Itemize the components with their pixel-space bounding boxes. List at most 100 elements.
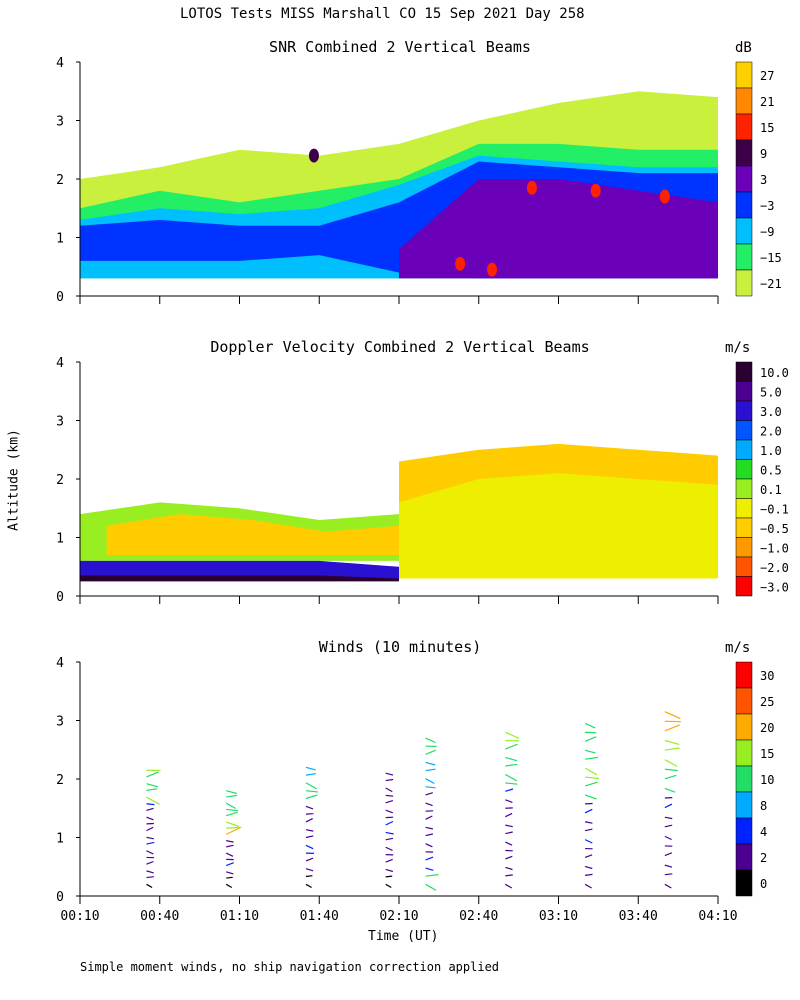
winds-units-label: m/s	[725, 640, 751, 656]
winds-cbar-label-7: 2	[760, 851, 767, 865]
winds-barb-7-2	[664, 864, 673, 868]
winds-barb-0-8	[146, 826, 154, 832]
winds-cbar-swatch-8	[735, 869, 753, 897]
winds-barb-5-7	[505, 824, 513, 828]
winds-barb-1-14	[226, 794, 238, 798]
snr-cbar-label-8: −21	[760, 277, 782, 291]
doppler-units-label: m/s	[725, 340, 751, 356]
doppler-cbar-label-0: 10.0	[760, 366, 789, 380]
winds-barb-7-13	[664, 759, 678, 767]
winds-barb-4-6	[425, 833, 434, 837]
winds-barb-6-11	[584, 781, 598, 787]
winds-barb-1-5	[225, 852, 234, 857]
winds-cbar-label-6: 4	[760, 825, 767, 839]
winds-barb-6-5	[584, 839, 593, 844]
snr-layer-4	[399, 179, 718, 279]
winds-barb-4-8	[425, 815, 433, 820]
winds-barb-3-1	[385, 875, 393, 878]
winds-cbar-swatch-2	[735, 713, 753, 741]
snr-hotspot-1	[526, 180, 537, 195]
winds-xtick-label-8: 04:10	[698, 909, 737, 924]
winds-barb-4-16	[425, 749, 437, 755]
winds-barb-6-0	[584, 883, 592, 889]
winds-barb-5-5	[505, 841, 513, 846]
winds-ytick-label-4: 4	[56, 656, 64, 671]
doppler-cbar-swatch-8	[735, 517, 753, 538]
doppler-panel-title: Doppler Velocity Combined 2 Vertical Bea…	[210, 338, 590, 356]
snr-hotspot-0	[455, 256, 466, 271]
doppler-cbar-label-9: −1.0	[760, 541, 789, 555]
doppler-cbar-swatch-2	[735, 400, 753, 421]
snr-panel-title: SNR Combined 2 Vertical Beams	[269, 38, 531, 56]
snr-ytick-label-4: 4	[56, 56, 64, 71]
doppler-ytick-label-3: 3	[56, 415, 64, 430]
doppler-cbar-swatch-7	[735, 498, 753, 519]
winds-barb-6-8	[584, 808, 593, 814]
doppler-cbar-label-6: 0.1	[760, 483, 782, 497]
winds-barb-5-2	[505, 866, 513, 871]
winds-barb-7-7	[664, 816, 673, 820]
winds-cbar-label-2: 20	[760, 721, 774, 735]
winds-cbar-label-8: 0	[760, 877, 767, 891]
winds-barb-1-8	[225, 826, 241, 835]
winds-xtick-label-1: 00:40	[140, 909, 179, 924]
winds-barb-5-0	[505, 883, 513, 889]
winds-barb-7-6	[664, 824, 673, 828]
x-axis-label: Time (UT)	[368, 929, 439, 944]
doppler-cbar-swatch-10	[735, 556, 753, 577]
winds-profile-7	[664, 711, 681, 889]
snr-hotspot-5	[308, 148, 319, 163]
winds-barb-7-10	[664, 787, 676, 793]
winds-cbar-label-1: 25	[760, 695, 774, 709]
doppler-cbar-swatch-1	[735, 381, 753, 402]
winds-barb-0-6	[146, 841, 155, 845]
winds-barb-2-11	[305, 794, 318, 800]
winds-barb-2-15	[305, 766, 316, 771]
snr-cbar-swatch-7	[735, 243, 753, 271]
winds-barb-0-0	[146, 883, 153, 889]
winds-barb-2-10	[305, 805, 314, 810]
winds-profile-5	[505, 731, 520, 889]
winds-barb-3-7	[385, 831, 394, 835]
winds-barb-7-3	[664, 852, 673, 857]
winds-barb-1-12	[226, 808, 239, 812]
winds-barb-5-10	[505, 799, 513, 803]
winds-barb-7-8	[664, 803, 673, 809]
winds-barb-5-6	[505, 831, 513, 835]
winds-barb-7-14	[664, 747, 680, 751]
winds-barb-0-13	[146, 796, 160, 805]
winds-profile-2	[305, 766, 318, 889]
snr-ytick-label-2: 2	[56, 173, 64, 188]
winds-barb-5-14	[505, 763, 518, 767]
figure-title: LOTOS Tests MISS Marshall CO 15 Sep 2021…	[180, 6, 585, 22]
winds-barb-6-15	[584, 749, 596, 754]
winds-barb-5-18	[505, 731, 520, 739]
winds-barb-5-1	[505, 874, 513, 877]
winds-profile-3	[385, 772, 394, 889]
winds-barb-1-11	[226, 811, 238, 817]
winds-barb-6-13	[584, 767, 598, 776]
snr-cbar-swatch-3	[735, 139, 753, 167]
winds-barb-6-12	[585, 776, 600, 780]
winds-barb-4-7	[425, 826, 434, 830]
winds-barb-6-7	[584, 821, 593, 824]
winds-barb-3-10	[385, 809, 394, 814]
winds-barb-1-15	[226, 790, 237, 795]
winds-barb-3-0	[385, 883, 392, 889]
winds-barb-4-3	[425, 856, 434, 861]
doppler-cbar-label-7: −0.1	[760, 502, 789, 516]
snr-hotspot-2	[590, 183, 601, 198]
snr-ytick-label-0: 0	[56, 290, 64, 305]
snr-cbar-label-7: −15	[760, 251, 782, 265]
winds-panel-title: Winds (10 minutes)	[318, 638, 482, 656]
winds-barb-2-5	[305, 844, 314, 850]
winds-barb-3-15	[385, 772, 394, 776]
winds-barb-1-3	[225, 862, 234, 867]
winds-barb-3-11	[385, 800, 394, 804]
winds-barb-4-11	[425, 792, 433, 796]
winds-barb-1-2	[226, 871, 234, 875]
winds-barb-0-3	[146, 860, 154, 865]
winds-barb-5-13	[505, 773, 517, 782]
winds-cbar-swatch-3	[735, 739, 753, 767]
doppler-ytick-label-2: 2	[56, 473, 64, 488]
